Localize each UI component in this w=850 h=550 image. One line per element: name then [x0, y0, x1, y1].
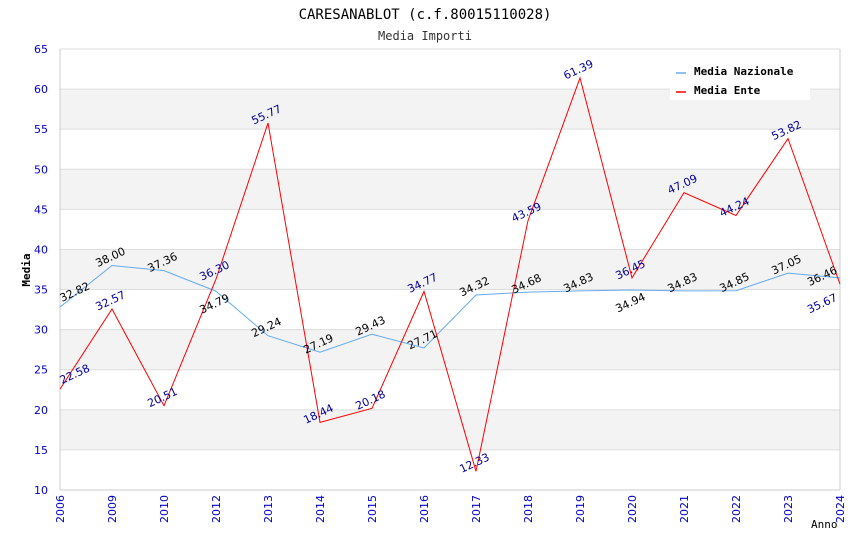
- band: [60, 249, 840, 290]
- y-tick-label: 20: [34, 404, 48, 417]
- data-label: 32.57: [93, 288, 127, 313]
- x-tick-label: 2017: [470, 495, 483, 523]
- y-tick-label: 15: [34, 444, 48, 457]
- x-tick-label: 2006: [54, 495, 67, 523]
- chart-subtitle: Media Importi: [378, 29, 472, 43]
- y-tick-label: 40: [34, 243, 48, 256]
- series-line-1: [59, 76, 841, 472]
- x-tick-label: 2018: [522, 495, 535, 523]
- y-tick-label: 60: [34, 83, 48, 96]
- y-tick-label: 30: [34, 324, 48, 337]
- y-tick-label: 45: [34, 203, 48, 216]
- data-label: 34.79: [197, 292, 231, 317]
- y-tick-label: 50: [34, 163, 48, 176]
- legend-label-ente: Media Ente: [694, 84, 761, 97]
- data-label: 34.94: [613, 290, 647, 315]
- data-label: 61.39: [561, 57, 595, 82]
- x-tick-label: 2016: [418, 495, 431, 523]
- x-tick-label: 2024: [834, 495, 847, 523]
- band: [60, 329, 840, 370]
- x-tick-label: 2019: [574, 495, 587, 523]
- chart-title: CARESANABLOT (c.f.80015110028): [299, 7, 552, 23]
- x-tick-label: 2022: [730, 495, 743, 523]
- y-tick-label: 25: [34, 364, 48, 377]
- y-tick-label: 65: [34, 43, 48, 56]
- x-tick-label: 2023: [782, 495, 795, 523]
- data-label: 12.33: [457, 451, 491, 476]
- series-line-0: [59, 264, 841, 353]
- legend: Media Nazionale Media Ente: [670, 60, 810, 100]
- x-axis-label: Anno: [811, 518, 838, 531]
- x-tick-label: 2015: [366, 495, 379, 523]
- y-axis-label: Media: [20, 253, 33, 286]
- data-label: 35.67: [805, 291, 839, 316]
- x-tick-label: 2014: [314, 495, 327, 523]
- data-label: 20.51: [145, 385, 179, 410]
- band: [60, 169, 840, 210]
- y-tick-label: 35: [34, 284, 48, 297]
- y-tick-label: 10: [34, 484, 48, 497]
- y-tick-label: 55: [34, 123, 48, 136]
- x-tick-label: 2012: [210, 495, 223, 523]
- x-tick-label: 2010: [158, 495, 171, 523]
- x-tick-label: 2021: [678, 495, 691, 523]
- legend-label-nazionale: Media Nazionale: [694, 65, 794, 78]
- band: [60, 409, 840, 450]
- x-tick-label: 2009: [106, 495, 119, 523]
- x-tick-label: 2013: [262, 495, 275, 523]
- x-tick-label: 2020: [626, 495, 639, 523]
